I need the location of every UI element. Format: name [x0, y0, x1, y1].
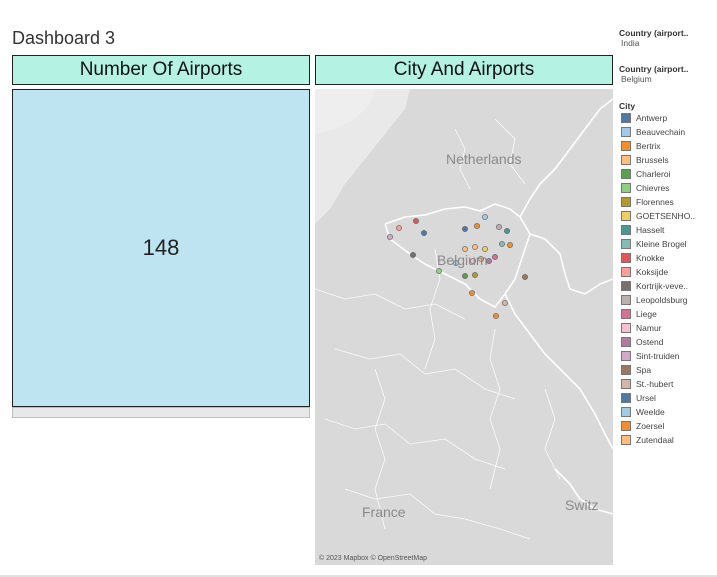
legend-swatch [621, 225, 631, 235]
legend-label: Liege [636, 309, 657, 319]
legend-label: Beauvechain [636, 127, 686, 137]
legend-swatch [621, 253, 631, 263]
legend-item[interactable]: Florennes [619, 195, 717, 209]
filter-label: Country (airport.. [619, 64, 689, 74]
legend-label: Zoersel [636, 421, 665, 431]
legend-item[interactable]: Charleroi [619, 167, 717, 181]
legend-swatch [621, 267, 631, 277]
country-filter-2[interactable]: Country (airport.. Belgium [619, 64, 717, 84]
airport-map[interactable]: Netherlands Belgium France Switz © 2023 … [315, 89, 613, 565]
country-filter-1[interactable]: Country (airport.. India [619, 28, 717, 48]
legend-swatch [621, 141, 631, 151]
legend-item[interactable]: Zutendaal [619, 433, 717, 447]
legend-label: Weelde [636, 407, 665, 417]
legend-label: Brussels [636, 155, 669, 165]
airport-count-value: 148 [142, 235, 180, 260]
legend-item[interactable]: Antwerp [619, 111, 717, 125]
legend-item[interactable]: Zoersel [619, 419, 717, 433]
bottom-divider [0, 575, 717, 577]
legend-swatch [621, 351, 631, 361]
legend-swatch [621, 169, 631, 179]
filter-value: India [621, 38, 640, 48]
legend-item[interactable]: Weelde [619, 405, 717, 419]
legend-swatch [621, 113, 631, 123]
kpi-sheet-title: Number Of Airports [12, 55, 310, 85]
legend-panel: Country (airport.. India Country (airpor… [619, 28, 717, 447]
legend-swatch [621, 309, 631, 319]
legend-item[interactable]: Ursel [619, 391, 717, 405]
legend-swatch [621, 407, 631, 417]
legend-item[interactable]: GOETSENHO.. [619, 209, 717, 223]
legend-label: Sint-truiden [636, 351, 680, 361]
map-label-switzerland: Switz [565, 497, 599, 513]
legend-label: St.-hubert [636, 379, 674, 389]
legend-item[interactable]: St.-hubert [619, 377, 717, 391]
legend-item[interactable]: Sint-truiden [619, 349, 717, 363]
filter-label: Country (airport.. [619, 28, 689, 38]
legend-item[interactable]: Bertrix [619, 139, 717, 153]
legend-label: Kleine Brogel [636, 239, 687, 249]
map-label-france: France [362, 504, 406, 520]
map-attribution[interactable]: © 2023 Mapbox © OpenStreetMap [319, 555, 427, 562]
city-legend-list: Antwerp Beauvechain Bertrix Brussels Charler… [619, 111, 717, 447]
legend-swatch [621, 127, 631, 137]
legend-swatch [621, 155, 631, 165]
legend-swatch [621, 323, 631, 333]
legend-label: Leopoldsburg [636, 295, 688, 305]
legend-item[interactable]: Hasselt [619, 223, 717, 237]
legend-item[interactable]: Chievres [619, 181, 717, 195]
legend-swatch [621, 421, 631, 431]
legend-item[interactable]: Koksijde [619, 265, 717, 279]
legend-item[interactable]: Kleine Brogel [619, 237, 717, 251]
map-label-netherlands: Netherlands [446, 151, 522, 167]
legend-label: Bertrix [636, 141, 661, 151]
legend-swatch [621, 197, 631, 207]
legend-item[interactable]: Namur [619, 321, 717, 335]
legend-item[interactable]: Beauvechain [619, 125, 717, 139]
airport-count-tile[interactable]: 148 [12, 89, 310, 407]
legend-item[interactable]: Liege [619, 307, 717, 321]
legend-item[interactable]: Leopoldsburg [619, 293, 717, 307]
legend-item[interactable]: Kortrijk-veve.. [619, 279, 717, 293]
legend-label: Koksijde [636, 267, 669, 277]
legend-label: Charleroi [636, 169, 671, 179]
legend-swatch [621, 295, 631, 305]
map-canvas[interactable] [315, 89, 613, 565]
map-label-belgium: Belgium [437, 252, 488, 268]
legend-swatch [621, 281, 631, 291]
legend-swatch [621, 393, 631, 403]
legend-item[interactable]: Spa [619, 363, 717, 377]
legend-swatch [621, 435, 631, 445]
legend-label: Antwerp [636, 113, 668, 123]
legend-swatch [621, 379, 631, 389]
legend-label: Spa [636, 365, 652, 375]
kpi-horizontal-scrollbar[interactable] [12, 407, 310, 418]
legend-label: Florennes [636, 197, 674, 207]
filter-value: Belgium [621, 74, 652, 84]
legend-label: Ursel [636, 393, 656, 403]
legend-label: Chievres [636, 183, 670, 193]
legend-item[interactable]: Knokke [619, 251, 717, 265]
legend-label: Namur [636, 323, 662, 333]
legend-swatch [621, 239, 631, 249]
legend-label: Hasselt [636, 225, 665, 235]
legend-item[interactable]: Brussels [619, 153, 717, 167]
dashboard-title: Dashboard 3 [12, 28, 116, 48]
legend-item[interactable]: Ostend [619, 335, 717, 349]
legend-swatch [621, 211, 631, 221]
legend-label: Kortrijk-veve.. [636, 281, 688, 291]
legend-swatch [621, 365, 631, 375]
legend-swatch [621, 183, 631, 193]
legend-label: Knokke [636, 253, 665, 263]
legend-label: Zutendaal [636, 435, 674, 445]
legend-swatch [621, 337, 631, 347]
city-legend-title: City [619, 101, 636, 111]
map-sheet-title: City And Airports [315, 55, 613, 85]
legend-label: Ostend [636, 337, 664, 347]
legend-label: GOETSENHO.. [636, 211, 696, 221]
